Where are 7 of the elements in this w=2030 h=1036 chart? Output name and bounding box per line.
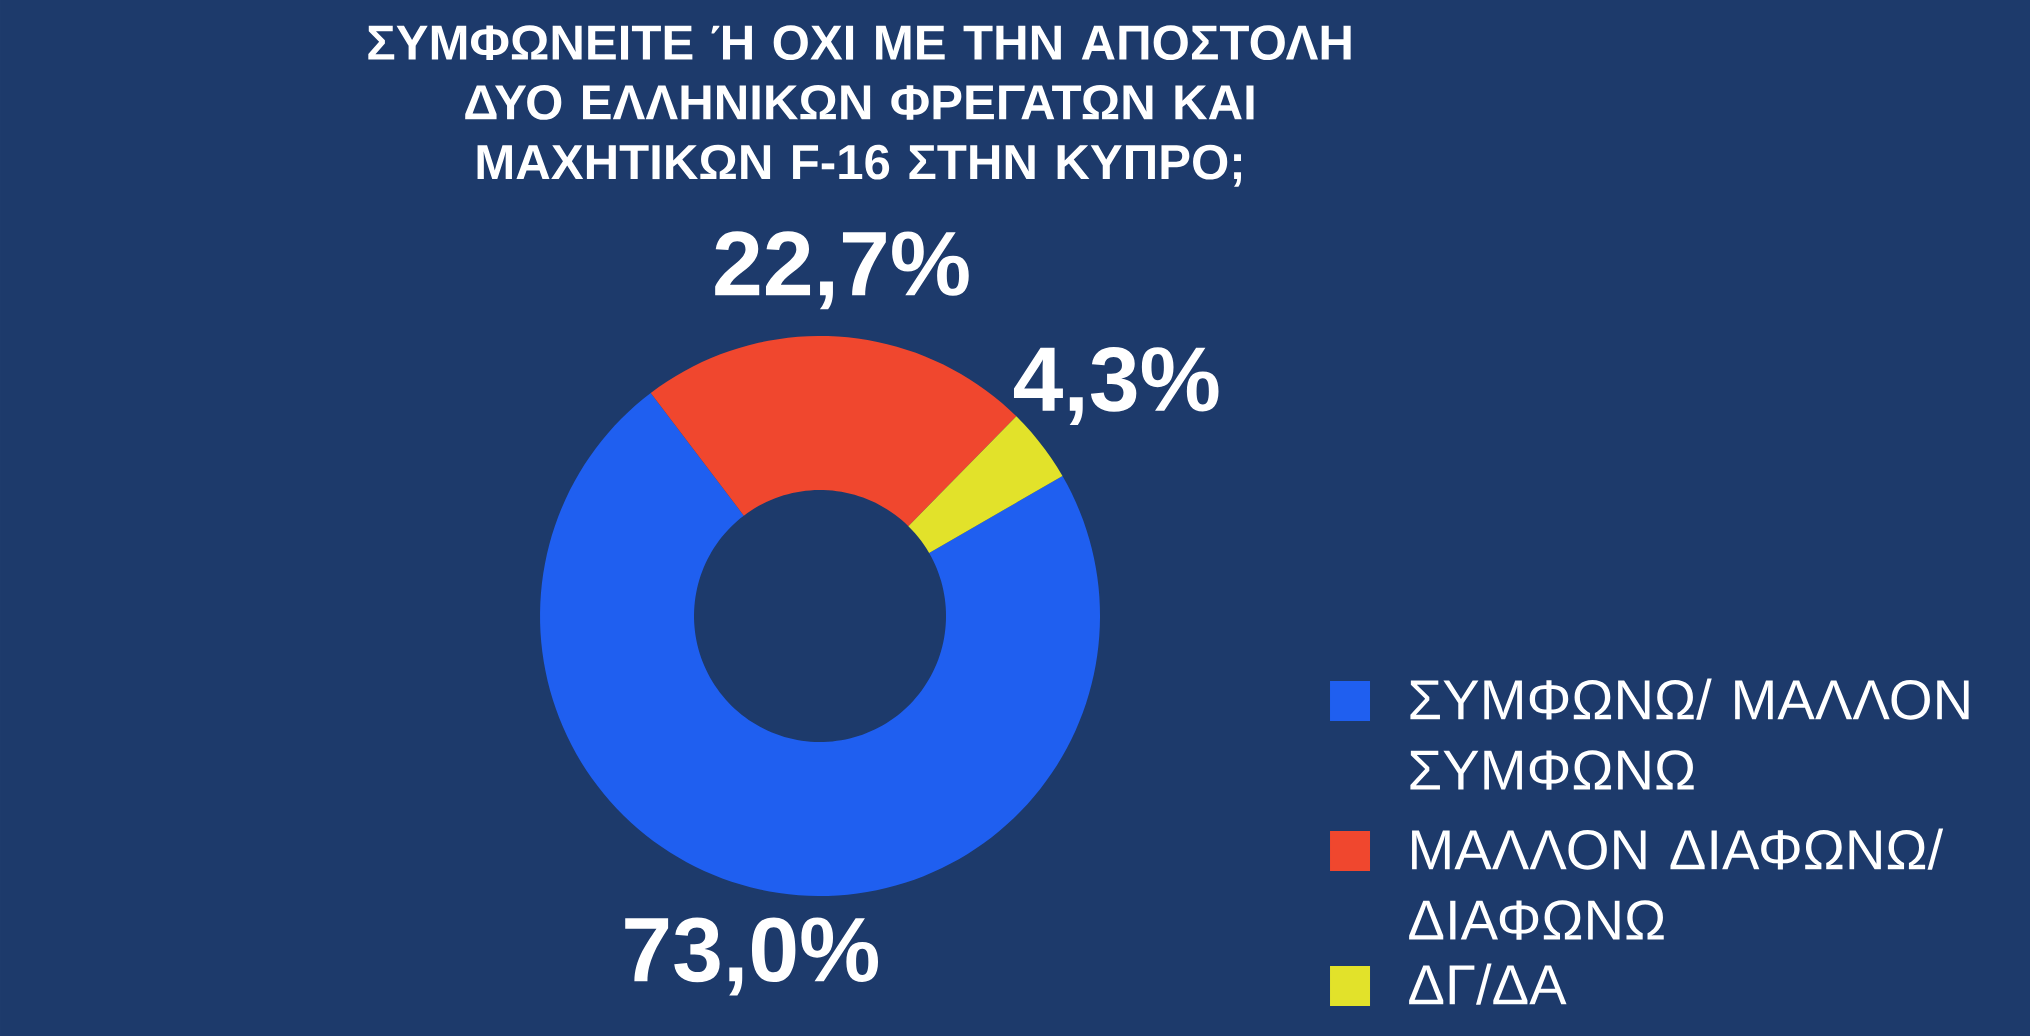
legend-label: ΜΑΛΛΟΝ ΔΙΑΦΩΝΩ/ ΔΙΑΦΩΝΩ [1409, 828, 1944, 940]
chart-title: ΣΥΜΦΩΝΕΙΤΕ Ή ΟΧΙ ΜΕ ΤΗΝ ΑΠΟΣΤΟΛΗ ΔΥΟ ΕΛΛΗΝΙΚΩΝ ΦΡΕΓΑΤΩΝ ΚΑΙ ΜΑΧΗΤΙΚΩΝ F-16 ΣΤΗΝ ΚΥΠΡΟ; [368, 25, 1351, 187]
data-label: 73,0% [625, 917, 879, 996]
data-label: 22,7% [715, 231, 969, 310]
legend-label: ΔΓ/ΔΑ [1409, 963, 1567, 1005]
data-label: 4,3% [1013, 346, 1219, 425]
legend-label: ΣΥΜΦΩΝΩ/ ΜΑΛΛΟΝ ΣΥΜΦΩΝΩ [1410, 678, 1969, 790]
